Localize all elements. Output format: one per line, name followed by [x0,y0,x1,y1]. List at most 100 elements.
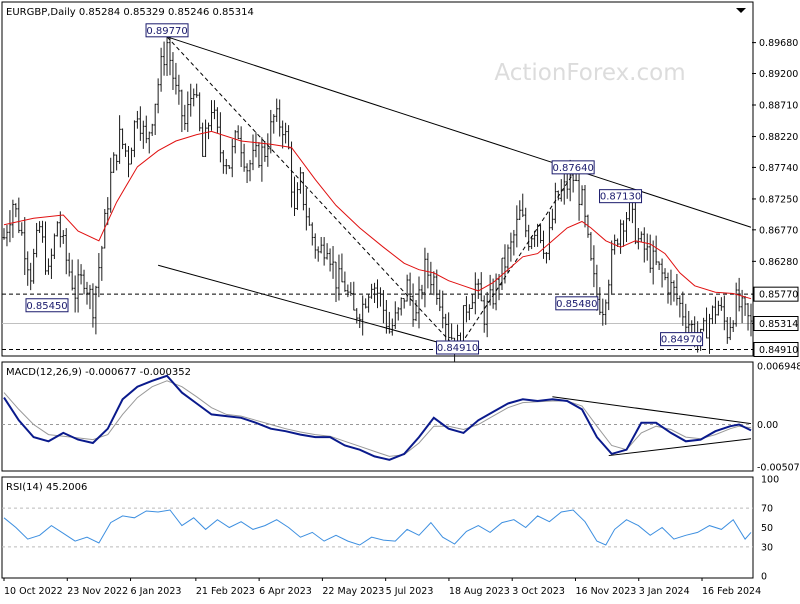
ohlc-bar [393,301,397,329]
y-tick-label: 0.86280 [759,257,798,268]
triangle-down-icon[interactable] [736,8,746,13]
ohlc-bar [734,282,738,327]
rsi-y-tick-label: 30 [761,542,773,553]
annotation-box [145,23,189,38]
ohlc-bar [388,311,391,334]
ohlc-bar [675,273,679,306]
axes: 0.89680 0.89200 0.88710 0.88220 0.87740 0.872… [3,38,800,597]
ohlc-bar [640,231,643,242]
ohlc-bar [426,252,430,289]
ohlc-bar [233,130,237,154]
ohlc-bar [192,88,196,107]
moving-average [3,130,752,300]
ohlc-bar [59,211,62,248]
ohlc-bar [518,200,522,221]
ohlc-bar [147,131,151,154]
ohlc-bar [391,318,394,336]
ohlc-bar [589,232,593,261]
ohlc-bar [408,272,412,306]
ohlc-bar [56,221,59,237]
ohlc-bar [281,120,284,149]
ohlc-bar [533,230,536,247]
macd-trendline [608,438,752,457]
ohlc-bar [91,283,95,328]
ohlc-bar [207,122,210,140]
ohlc-bar [554,182,557,224]
ohlc-bar [94,285,98,335]
annotation-box [599,189,643,204]
ohlc-bar [669,269,673,306]
annotation-box [25,298,69,313]
ohlc-bar [625,211,628,243]
ohlc-bar [236,125,240,140]
ohlc-bar [411,283,415,327]
ohlc-bar [343,271,347,292]
dashed-trendline [166,36,458,350]
y-tick-label: 0.84910 [759,345,798,356]
y-tick-label: 0.88220 [759,132,798,143]
ohlc-bar [198,92,201,132]
ohlc-bar [405,274,409,302]
ohlc-bar [438,289,442,312]
ohlc-bar [491,278,495,309]
ohlc-bar [251,134,255,171]
ohlc-bar [622,220,625,247]
ohlc-bar [127,146,130,178]
ohlc-bar [545,252,548,264]
ohlc-bar [322,237,326,266]
macd-label: MACD(12,26,9) -0.000677 -0.000352 [6,367,191,378]
trendline [158,264,479,354]
ohlc-bar [139,106,142,141]
ohlc-bar [133,120,136,158]
ohlc-bar [562,169,566,205]
ohlc-bar [248,159,252,182]
ohlc-bar [162,41,166,76]
ohlc-bar [269,109,273,154]
ohlc-bar [153,103,157,136]
ohlc-bar [20,222,24,236]
ohlc-bar [136,110,139,129]
x-tick-label: 22 May 2023 [322,586,384,597]
price-annotation: 0.87640 [551,160,595,175]
ohlc-bar [32,248,35,284]
ohlc-bar [308,207,311,226]
ohlc-bar [373,282,376,304]
x-tick-label: 23 Nov 2022 [67,586,128,597]
ohlc-bar [361,295,364,336]
ohlc-bar [156,78,160,114]
ohlc-bar [195,83,198,98]
ohlc-bar [417,276,421,329]
ohlc-bar [313,233,317,259]
x-tick-label: 16 Feb 2024 [702,586,761,597]
ohlc-bar [651,240,655,285]
ohlc-bar [565,170,569,199]
annotation-label: 0.89770 [146,26,187,37]
ohlc-bar [737,277,741,312]
price-annotations: 0.89770 0.85450 0.84910 0.87640 0.87130 0.854… [25,23,704,355]
ohlc-bar [714,296,717,324]
ohlc-bar [177,74,181,105]
rsi-y-tick-label: 50 [761,523,773,534]
ohlc-bar [257,142,261,168]
ohlc-bar [420,284,424,300]
ohlc-bar [557,190,560,201]
ohlc-bar [272,114,276,134]
ohlc-bar [637,227,640,250]
ohlc-bar [263,141,267,162]
ohlc-bar [76,259,80,313]
reference-lines [2,293,753,548]
ohlc-bar [171,52,175,90]
ohlc-bar [444,313,447,341]
ohlc-bar [711,305,714,325]
rsi-label: RSI(14) 45.2006 [6,482,87,493]
ohlc-bar [213,100,216,120]
ohlc-bar [142,120,145,149]
y-tick-label: 0.85770 [759,290,798,301]
ohlc-bar [310,222,314,246]
ohlc-bar [720,297,723,311]
ohlc-bar [648,234,652,273]
ohlc-bar [61,230,65,244]
ohlc-bar [482,295,486,333]
ohlc-bar [287,125,290,150]
ohlc-bar [340,253,344,283]
